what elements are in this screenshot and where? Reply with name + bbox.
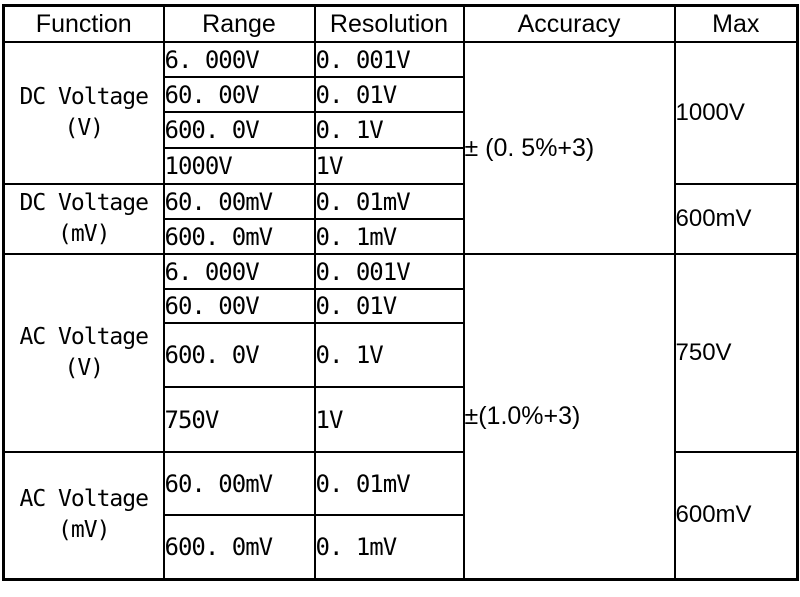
resolution-cell: 0. 1mV bbox=[313, 514, 465, 580]
resolution-cell: 0. 1mV bbox=[313, 218, 465, 255]
resolution-cell: 0. 01V bbox=[313, 288, 465, 324]
spec-table: Function Range Resolution Accuracy Max D… bbox=[2, 4, 799, 581]
function-cell-dc-mv: DC Voltage (mV) bbox=[2, 183, 165, 255]
header-function: Function bbox=[2, 4, 165, 43]
max-cell-ac-v: 750V bbox=[673, 253, 799, 453]
function-label-line1: AC Voltage bbox=[19, 323, 149, 350]
table-row: AC Voltage (mV) 60. 00mV 0. 01mV 600mV bbox=[2, 451, 799, 580]
table-row: 600. 0V 0. 1V bbox=[4, 111, 798, 149]
max-cell-dc-mv: 600mV bbox=[673, 183, 799, 255]
max-cell-ac-mv: 600mV bbox=[673, 451, 799, 580]
resolution-cell: 1V bbox=[313, 147, 465, 185]
function-label-line1: DC Voltage bbox=[19, 83, 149, 110]
header-row: Function Range Resolution Accuracy Max bbox=[2, 4, 799, 43]
accuracy-cell-ac: ±(1.0%+3) bbox=[462, 253, 676, 580]
header-range: Range bbox=[162, 4, 316, 43]
resolution-cell: 0. 1V bbox=[313, 111, 465, 149]
range-cell: 600. 0V bbox=[162, 111, 316, 149]
header-max: Max bbox=[673, 4, 799, 43]
accuracy-cell-dc: ± (0. 5%+3) bbox=[462, 41, 676, 255]
resolution-cell: 0. 01V bbox=[313, 76, 465, 113]
table-row: DC Voltage (mV) 60. 00mV 0. 01mV 600mV bbox=[2, 183, 799, 255]
range-cell: 60. 00V bbox=[162, 288, 316, 324]
function-label-line2: (V) bbox=[64, 115, 104, 141]
header-accuracy: Accuracy bbox=[462, 4, 676, 43]
range-cell: 6. 000V bbox=[162, 253, 316, 290]
function-cell-ac-v: AC Voltage (V) bbox=[2, 253, 165, 453]
range-cell: 6. 000V bbox=[162, 41, 316, 78]
resolution-cell: 0. 001V bbox=[313, 253, 465, 290]
function-label-line2: (V) bbox=[64, 355, 104, 381]
table-row: AC Voltage (V) 6. 000V 0. 001V ±(1.0%+3)… bbox=[2, 253, 799, 580]
function-cell-ac-mv: AC Voltage (mV) bbox=[2, 451, 165, 580]
max-cell-dc-v: 1000V bbox=[673, 41, 799, 185]
range-cell: 750V bbox=[162, 386, 316, 453]
header-resolution: Resolution bbox=[313, 4, 465, 43]
range-cell: 600. 0mV bbox=[162, 218, 316, 255]
range-cell: 60. 00mV bbox=[162, 451, 316, 516]
table-row: 750V 1V bbox=[4, 386, 798, 453]
function-label-line2: (mV) bbox=[58, 221, 110, 247]
table-row: 600. 0mV 0. 1mV bbox=[4, 218, 798, 255]
function-label-line1: DC Voltage bbox=[19, 189, 149, 216]
range-cell: 600. 0V bbox=[162, 322, 316, 388]
resolution-cell: 0. 1V bbox=[313, 322, 465, 388]
range-cell: 60. 00V bbox=[162, 76, 316, 113]
range-cell: 600. 0mV bbox=[162, 514, 316, 580]
table-row: 600. 0V 0. 1V bbox=[4, 322, 798, 388]
resolution-cell: 1V bbox=[313, 386, 465, 453]
table-row: 600. 0mV 0. 1mV bbox=[4, 514, 798, 580]
table-row: 60. 00V 0. 01V bbox=[4, 288, 798, 324]
table-row: DC Voltage (V) 6. 000V 0. 001V ± (0. 5%+… bbox=[2, 41, 799, 255]
resolution-cell: 0. 001V bbox=[313, 41, 465, 78]
function-label-line1: AC Voltage bbox=[19, 486, 149, 513]
function-label-line2: (mV) bbox=[58, 517, 110, 544]
resolution-cell: 0. 01mV bbox=[313, 451, 465, 516]
table-row: 60. 00V 0. 01V bbox=[4, 76, 798, 113]
range-cell: 60. 00mV bbox=[162, 183, 316, 220]
range-cell: 1000V bbox=[162, 147, 316, 185]
resolution-cell: 0. 01mV bbox=[313, 183, 465, 220]
table-row: 1000V 1V bbox=[4, 147, 798, 185]
function-cell-dc-v: DC Voltage (V) bbox=[2, 41, 165, 185]
